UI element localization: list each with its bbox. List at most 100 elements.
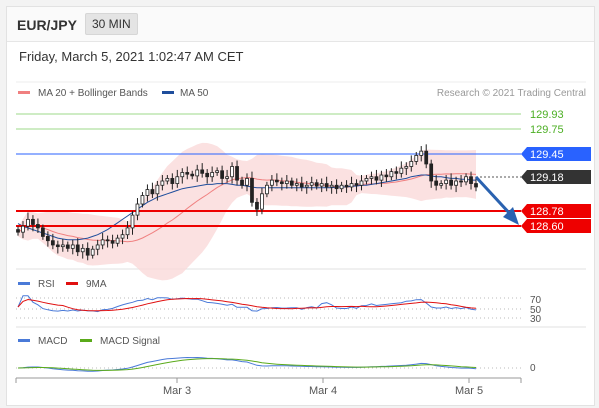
candle-body xyxy=(449,179,453,186)
candle-body xyxy=(434,180,439,186)
candle-body xyxy=(105,239,110,242)
candle-body xyxy=(279,181,284,184)
candle-body xyxy=(299,183,304,188)
candle-body xyxy=(319,183,324,187)
rsi-legend-label: RSI xyxy=(38,279,55,290)
pivot-label-box xyxy=(521,147,591,161)
macd-line xyxy=(17,356,477,372)
candle-body xyxy=(369,176,374,179)
candle-body xyxy=(185,172,190,175)
candle-body xyxy=(155,184,160,195)
x-label-mar3: Mar 3 xyxy=(163,385,191,397)
macd-signal-legend-swatch xyxy=(80,339,92,342)
candle-body xyxy=(205,172,210,178)
candle-body xyxy=(284,180,289,184)
main-legend: MA 20 + Bollinger Bands MA 50 Research ©… xyxy=(18,88,586,99)
candle-body xyxy=(265,184,269,195)
rsi-panel: RSI 9MA 70 50 30 xyxy=(16,279,542,325)
candle-body xyxy=(16,229,20,233)
rsi-ma-legend-swatch xyxy=(66,282,78,285)
candle-body xyxy=(175,176,180,184)
candle-body xyxy=(200,169,205,174)
research-credit: Research © 2021 Trading Central xyxy=(437,88,586,99)
rsi-legend-swatch xyxy=(18,282,30,285)
candle-body xyxy=(404,166,409,169)
candle-body xyxy=(75,244,80,253)
candle-body xyxy=(349,183,354,188)
candle-body xyxy=(384,174,389,178)
candle-body xyxy=(195,169,200,177)
macd-legend-label: MACD xyxy=(38,336,67,347)
support-1-label: 128.78 xyxy=(530,206,564,218)
forecast-arrow xyxy=(474,175,519,225)
candle-body xyxy=(409,160,414,167)
pivot-label: 129.45 xyxy=(530,149,564,161)
candle-body xyxy=(215,170,220,173)
candle-body xyxy=(359,180,364,186)
candle-body xyxy=(339,184,344,190)
candle-body xyxy=(419,150,424,156)
x-label-mar5: Mar 5 xyxy=(455,385,483,397)
candle-body xyxy=(145,189,150,196)
candle-body xyxy=(309,182,314,186)
chart-header: EUR/JPY 30 MIN xyxy=(7,7,594,42)
candle-body xyxy=(41,227,45,237)
candle-body xyxy=(150,189,155,195)
candle-body xyxy=(324,183,329,188)
candle-body xyxy=(225,176,229,179)
candle-body xyxy=(31,218,35,225)
candle-body xyxy=(85,247,90,256)
candle-body xyxy=(469,176,473,184)
target-2-label: 129.75 xyxy=(530,124,564,136)
chart-datetime: Friday, March 5, 2021 1:02:47 AM CET xyxy=(19,49,244,64)
candle-body xyxy=(45,236,50,242)
candle-body xyxy=(26,218,30,227)
candle-body xyxy=(304,184,309,188)
rsi-30-label: 30 xyxy=(530,314,542,325)
candle-body xyxy=(389,171,394,178)
macd-signal-legend-label: MACD Signal xyxy=(100,336,160,347)
candle-body xyxy=(334,184,339,190)
current-price-label: 129.18 xyxy=(530,172,564,184)
currency-pair-title: EUR/JPY xyxy=(17,17,77,33)
candle-body xyxy=(230,166,234,178)
target-1-label: 129.93 xyxy=(530,109,564,121)
rsi-50-label: 50 xyxy=(530,305,542,316)
candle-body xyxy=(50,240,55,246)
candle-body xyxy=(120,234,125,239)
price-chart xyxy=(16,113,521,281)
candle-body xyxy=(115,237,120,244)
candlestick-series xyxy=(16,144,478,261)
candle-body xyxy=(220,170,224,179)
candle-body xyxy=(36,224,40,229)
candle-body xyxy=(289,180,294,186)
candle-body xyxy=(459,180,463,183)
candle-body xyxy=(444,179,449,184)
candle-body xyxy=(374,176,379,181)
macd-legend-swatch xyxy=(18,339,30,342)
current-price-box xyxy=(521,170,591,184)
candle-body xyxy=(474,183,478,188)
ma20-legend-swatch xyxy=(18,91,30,94)
candle-body xyxy=(399,167,404,174)
candle-body xyxy=(110,240,115,244)
candle-body xyxy=(140,195,145,205)
candle-body xyxy=(170,178,175,184)
macd-zero-label: 0 xyxy=(530,363,536,374)
candle-body xyxy=(270,179,274,186)
timeframe-selector[interactable]: 30 MIN xyxy=(85,13,138,35)
support-2-box xyxy=(521,219,591,233)
candle-body xyxy=(414,155,419,162)
x-label-mar4: Mar 4 xyxy=(309,385,337,397)
candle-body xyxy=(439,183,444,186)
rsi-ma-line xyxy=(17,297,477,312)
candle-body xyxy=(100,239,105,246)
candle-body xyxy=(464,176,468,183)
rsi-70-label: 70 xyxy=(530,295,542,306)
candle-body xyxy=(135,203,140,216)
support-1-box xyxy=(521,204,591,218)
time-axis: Mar 3 Mar 4 Mar 5 xyxy=(15,377,522,397)
candle-body xyxy=(190,173,195,177)
candle-body xyxy=(255,201,259,210)
